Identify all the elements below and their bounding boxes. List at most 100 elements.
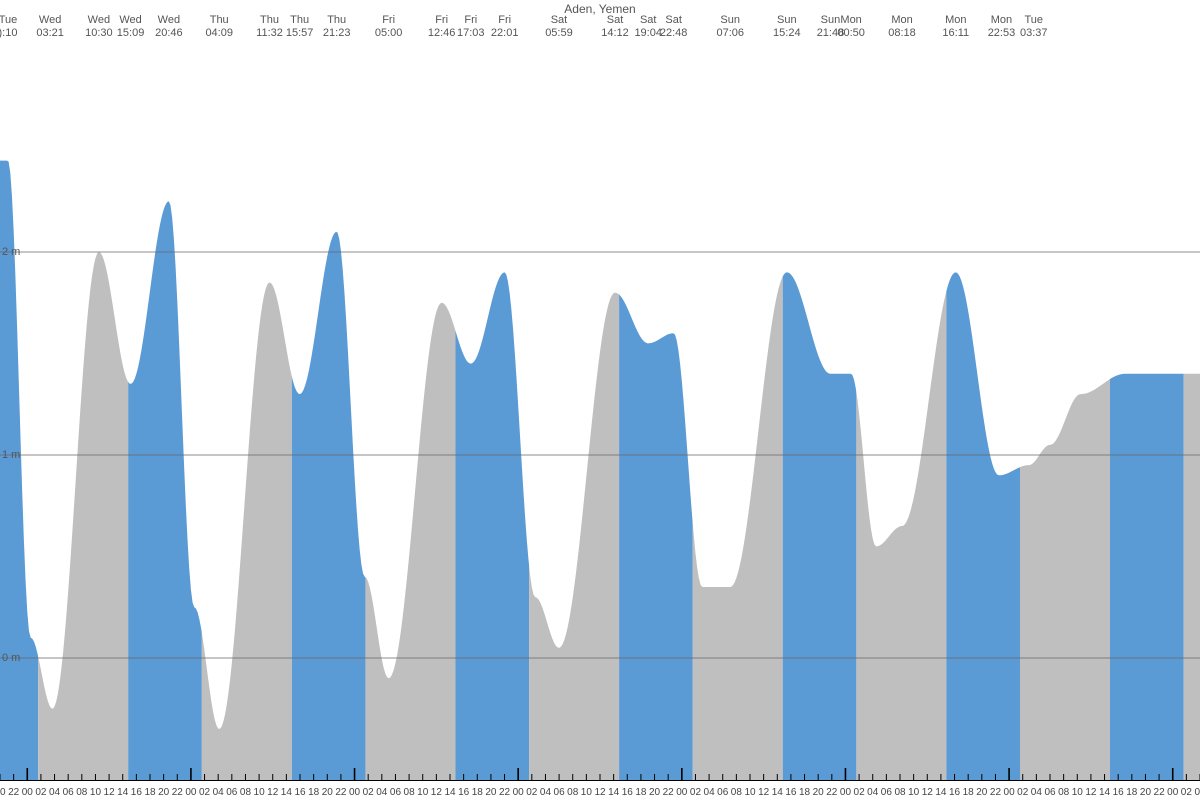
tide-chart: Aden, Yemen 0 m1 m2 m2022000204060810121… [0,0,1200,800]
y-axis-label: 2 m [2,246,20,258]
x-hour-label: 14 [608,787,619,798]
x-hour-label: 20 [322,787,333,798]
tide-event-label: Wed10:30 [85,14,113,40]
tide-event-label: Mon08:18 [888,14,916,40]
x-hour-label: 10 [908,787,919,798]
tide-event-label: Thu04:09 [205,14,233,40]
tide-event-label: Wed15:09 [117,14,145,40]
x-hour-label: 00 [840,787,851,798]
x-hour-label: 04 [867,787,878,798]
tide-event-label: Fri22:01 [491,14,519,40]
x-hour-label: 10 [417,787,428,798]
x-hour-label: 18 [472,787,483,798]
tide-event-label: Tue03:37 [1020,14,1048,40]
x-hour-label: 08 [404,787,415,798]
x-hour-label: 06 [554,787,565,798]
x-hour-label: 04 [213,787,224,798]
x-hour-label: 02 [690,787,701,798]
tide-event-label: Sat22:48 [660,14,688,40]
x-hour-label: 18 [308,787,319,798]
x-hour-label: 10 [1072,787,1083,798]
x-hour-label: 16 [458,787,469,798]
x-hour-label: 12 [1085,787,1096,798]
x-hour-label: 16 [622,787,633,798]
x-hour-label: 14 [281,787,292,798]
tide-event-label: Mon22:53 [988,14,1016,40]
x-hour-label: 14 [1099,787,1110,798]
x-hour-label: 06 [63,787,74,798]
x-hour-label: 10 [254,787,265,798]
x-hour-label: 02 [1181,787,1192,798]
x-hour-label: 20 [0,787,6,798]
x-hour-label: 22 [990,787,1001,798]
x-hour-label: 06 [1044,787,1055,798]
x-hour-label: 02 [35,787,46,798]
x-hour-label: 00 [1167,787,1178,798]
x-hour-label: 12 [104,787,115,798]
tide-event-label: Mon16:11 [942,14,969,40]
x-hour-label: 08 [240,787,251,798]
x-hour-label: 00 [349,787,360,798]
x-hour-label: 06 [881,787,892,798]
x-hour-label: 00 [513,787,524,798]
x-hour-label: 02 [854,787,865,798]
tide-event-label: Thu21:23 [323,14,351,40]
x-hour-label: 04 [376,787,387,798]
tide-event-label: Thu15:57 [286,14,314,40]
x-hour-label: 18 [799,787,810,798]
x-hour-label: 04 [1031,787,1042,798]
x-hour-label: 18 [144,787,155,798]
x-hour-label: 16 [949,787,960,798]
x-hour-label: 20 [158,787,169,798]
tide-event-label: Sat05:59 [545,14,573,40]
x-hour-label: 12 [267,787,278,798]
x-hour-label: 06 [226,787,237,798]
x-hour-label: 04 [540,787,551,798]
y-axis-label: 0 m [2,652,20,664]
chart-svg [0,0,1200,800]
x-hour-label: 12 [758,787,769,798]
x-hour-label: 12 [594,787,605,798]
x-hour-label: 06 [717,787,728,798]
x-hour-label: 16 [1113,787,1124,798]
x-hour-label: 12 [922,787,933,798]
x-hour-label: 10 [744,787,755,798]
x-hour-label: 02 [526,787,537,798]
x-hour-label: 02 [199,787,210,798]
tide-event-label: Sun15:24 [773,14,801,40]
x-hour-label: 20 [1140,787,1151,798]
tide-event-label: Tue):10 [0,14,17,40]
tide-event-label: Sat19:04 [634,14,662,40]
x-hour-label: 08 [567,787,578,798]
x-hour-label: 20 [976,787,987,798]
x-hour-label: 22 [1154,787,1165,798]
x-hour-label: 10 [581,787,592,798]
tide-event-label: Wed20:46 [155,14,183,40]
x-hour-label: 18 [963,787,974,798]
tide-event-label: Fri12:46 [428,14,456,40]
tide-event-label: Sat14:12 [601,14,629,40]
x-hour-label: 04 [704,787,715,798]
x-hour-label: 22 [172,787,183,798]
tide-event-label: Wed03:21 [36,14,64,40]
x-hour-label: 20 [485,787,496,798]
tide-event-label: Thu11:32 [256,14,283,40]
x-hour-label: 16 [131,787,142,798]
x-hour-label: 04 [1194,787,1200,798]
x-hour-label: 06 [390,787,401,798]
x-hour-label: 20 [813,787,824,798]
tide-event-label: Fri05:00 [375,14,403,40]
x-hour-label: 18 [635,787,646,798]
x-hour-label: 16 [785,787,796,798]
x-hour-label: 22 [8,787,19,798]
tide-event-label: Sun07:06 [716,14,744,40]
x-hour-label: 08 [731,787,742,798]
x-hour-label: 00 [22,787,33,798]
tide-event-label: Mon00:50 [837,14,865,40]
x-hour-label: 02 [1017,787,1028,798]
x-hour-label: 22 [499,787,510,798]
y-axis-label: 1 m [2,449,20,461]
x-hour-label: 22 [335,787,346,798]
x-hour-label: 08 [76,787,87,798]
x-hour-label: 02 [363,787,374,798]
